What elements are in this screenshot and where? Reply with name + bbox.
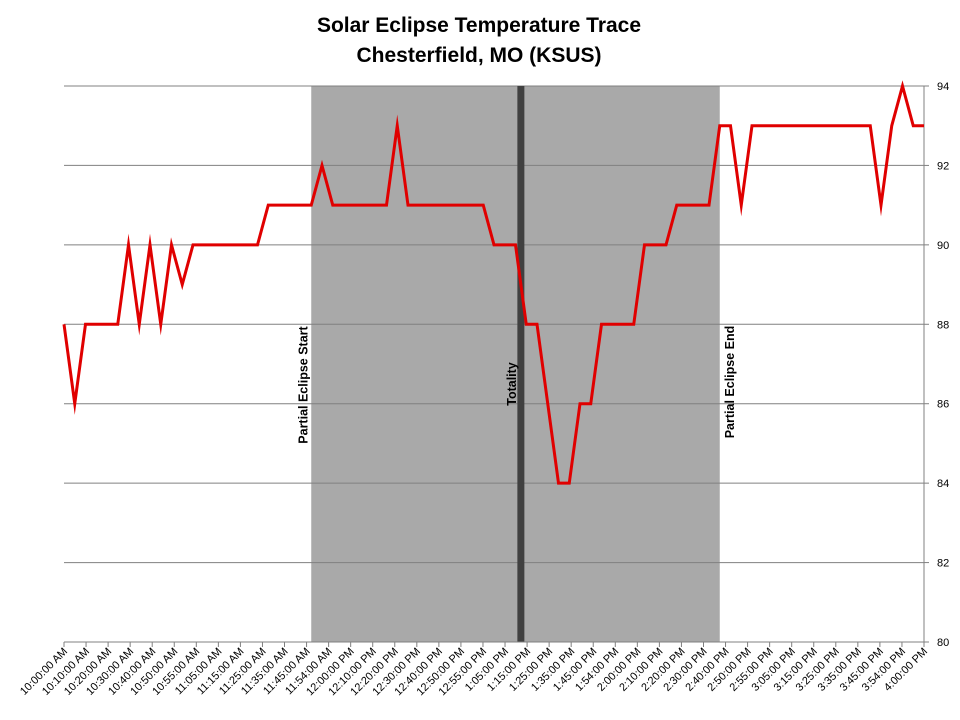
y-tick-label: 86 xyxy=(937,399,949,411)
annotations: Partial Eclipse Start Totality Partial Ecl… xyxy=(296,325,737,443)
chart-subtitle: Chesterfield, MO (KSUS) xyxy=(356,44,601,67)
eclipse-shade-layer xyxy=(311,86,720,642)
annotation-label: Totality xyxy=(505,362,519,406)
gridlines xyxy=(64,85,924,564)
annotation-label: Partial Eclipse End xyxy=(723,326,737,439)
totality-line xyxy=(517,86,525,642)
y-tick-label: 94 xyxy=(937,81,949,93)
annotation-label: Partial Eclipse Start xyxy=(296,325,310,443)
y-tick-label: 88 xyxy=(937,319,949,331)
eclipse-shade-region xyxy=(311,86,720,642)
chart-title: Solar Eclipse Temperature Trace xyxy=(317,14,641,37)
y-tick-label: 92 xyxy=(937,160,949,172)
y-tick-label: 90 xyxy=(937,240,949,252)
axes xyxy=(63,85,929,647)
y-tick-label: 80 xyxy=(937,637,949,649)
series-line-layer xyxy=(62,80,925,485)
y-tick-label: 82 xyxy=(937,558,949,570)
y-tick-label: 84 xyxy=(937,478,949,490)
totality-marker-layer xyxy=(517,86,525,642)
y-tick-labels: 80 82 84 86 88 90 92 94 xyxy=(937,81,949,649)
